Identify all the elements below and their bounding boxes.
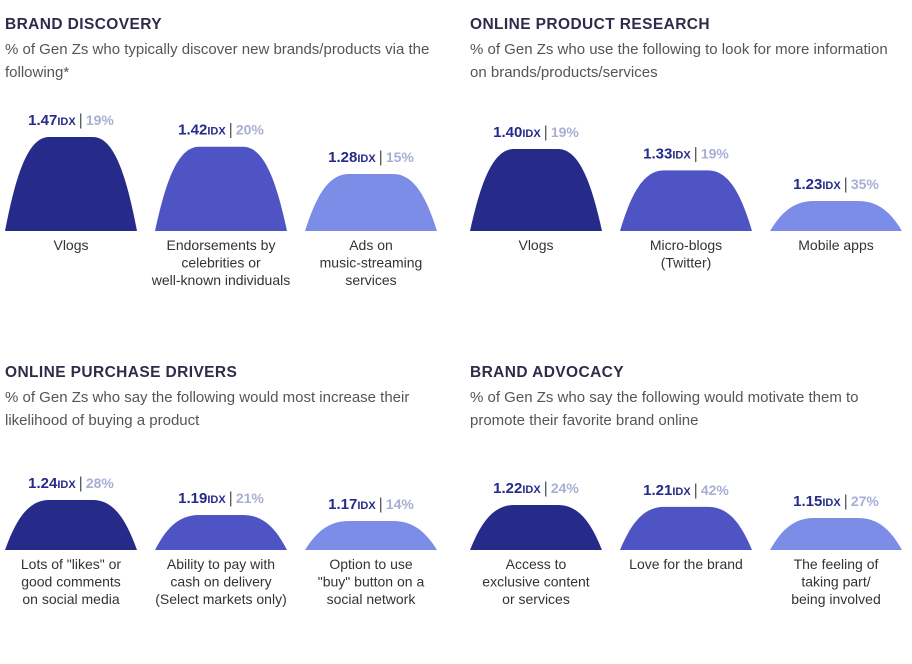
chart-brand-advocacy: 1.22IDX | 24% Access to exclusive content or … <box>470 480 902 607</box>
bar-0 <box>470 505 602 550</box>
bar-2 <box>305 521 437 550</box>
category-label: Lots of "likes" or good comments on social… <box>21 556 122 607</box>
value-label: 1.22IDX | 24% <box>493 480 579 497</box>
chart-subtitle: % of Gen Zs who say the following would … <box>470 389 859 429</box>
value-label: 1.21IDX | 42% <box>643 482 729 499</box>
bar-2 <box>770 201 902 231</box>
value-label: 1.42IDX | 20% <box>178 122 264 139</box>
panel-brand-discovery: BRAND DISCOVERY % of Gen Zs who typicall… <box>5 16 437 316</box>
category-label: The feeling of taking part/being involved <box>791 556 881 607</box>
bar-0 <box>5 500 137 550</box>
bar-0 <box>470 149 602 231</box>
category-label: Vlogs <box>518 237 553 253</box>
category-label: Ads on music-streaming services <box>320 237 423 288</box>
panel-online-product-research: ONLINE PRODUCT RESEARCH % of Gen Zs who … <box>470 16 902 316</box>
value-label: 1.28IDX | 15% <box>328 149 414 166</box>
value-label: 1.24IDX | 28% <box>28 475 114 492</box>
category-label: Ability to pay with cash on delivery (Sele… <box>155 556 286 607</box>
value-label: 1.40IDX | 19% <box>493 124 579 141</box>
chart-online-purchase-drivers: 1.24IDX | 28% Lots of "likes" or good commen… <box>5 475 437 607</box>
chart-title: BRAND ADVOCACY <box>470 364 625 381</box>
chart-title: ONLINE PURCHASE DRIVERS <box>5 364 238 381</box>
category-label: Vlogs <box>53 237 88 253</box>
value-label: 1.19IDX | 21% <box>178 490 264 507</box>
bar-2 <box>305 174 437 231</box>
panel-online-purchase-drivers: ONLINE PURCHASE DRIVERS % of Gen Zs who … <box>5 364 437 664</box>
bar-0 <box>5 137 137 231</box>
value-label: 1.15IDX | 27% <box>793 493 879 510</box>
chart-subtitle: % of Gen Zs who say the following would … <box>5 389 410 429</box>
category-label: Love for the brand <box>629 556 743 572</box>
panel-brand-advocacy: BRAND ADVOCACY % of Gen Zs who say the f… <box>470 364 902 664</box>
bar-2 <box>770 518 902 550</box>
value-label: 1.17IDX | 14% <box>328 496 414 513</box>
value-label: 1.47IDX | 19% <box>28 112 114 129</box>
category-label: Micro-blogs (Twitter) <box>650 237 722 271</box>
chart-subtitle: % of Gen Zs who typically discover new b… <box>5 41 430 81</box>
category-label: Endorsements by celebrities or well-known … <box>151 237 291 288</box>
chart-brand-discovery: 1.47IDX | 19% Vlogs 1.42IDX | 20% Endorsements … <box>5 112 437 288</box>
bar-1 <box>155 515 287 550</box>
chart-online-product-research: 1.40IDX | 19% Vlogs 1.33IDX | 19% Micro-blogs (T… <box>470 124 902 271</box>
value-label: 1.33IDX | 19% <box>643 145 729 162</box>
chart-subtitle: % of Gen Zs who use the following to loo… <box>470 41 888 81</box>
chart-title: ONLINE PRODUCT RESEARCH <box>470 16 710 33</box>
bar-1 <box>620 170 752 231</box>
bar-1 <box>155 146 287 231</box>
value-label: 1.23IDX | 35% <box>793 176 879 193</box>
chart-title: BRAND DISCOVERY <box>5 16 162 33</box>
category-label: Access to exclusive content or services <box>482 556 590 607</box>
category-label: Mobile apps <box>798 237 874 253</box>
category-label: Option to use "buy" button on a social net… <box>318 556 425 607</box>
bar-1 <box>620 506 752 550</box>
